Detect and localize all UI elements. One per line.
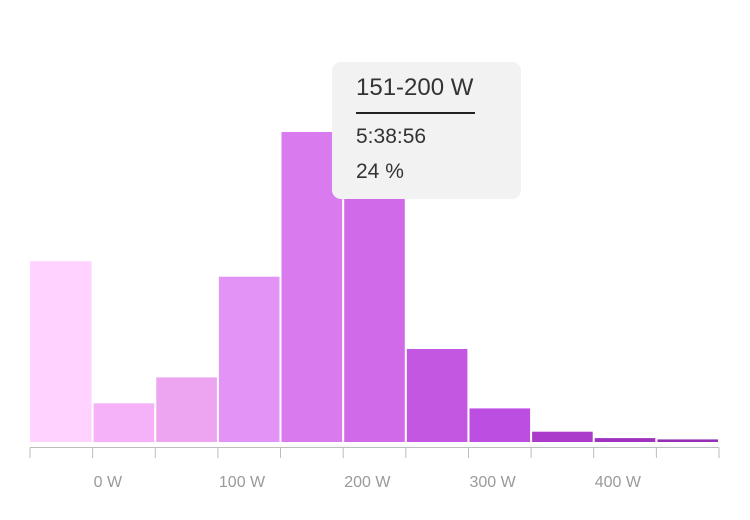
- histogram-bar-8[interactable]: [532, 431, 593, 442]
- tooltip: 151-200 W 5:38:56 24 %: [332, 62, 521, 199]
- histogram-bar-9[interactable]: [594, 438, 656, 442]
- x-tick-label: 400 W: [595, 474, 642, 491]
- x-tick-label: 300 W: [470, 474, 517, 491]
- histogram-bar-10[interactable]: [657, 439, 718, 442]
- histogram-bar-2[interactable]: [156, 377, 217, 442]
- tooltip-title: 151-200 W: [356, 74, 476, 114]
- tooltip-duration: 5:38:56: [356, 125, 427, 148]
- histogram-bar-5[interactable]: [344, 183, 405, 442]
- bars-group: [30, 132, 718, 443]
- histogram-bar-1[interactable]: [93, 403, 155, 443]
- histogram-bar-7[interactable]: [469, 408, 531, 442]
- histogram-bar-6[interactable]: [406, 349, 468, 442]
- tooltip-percent: 24 %: [356, 160, 404, 183]
- x-axis: 0 W 100 W 200 W 300 W 400 W: [29, 447, 720, 491]
- histogram-bar-3[interactable]: [218, 276, 280, 442]
- x-tick-label: 200 W: [344, 474, 391, 491]
- x-tick-label: 0 W: [94, 474, 123, 491]
- histogram-bar-0[interactable]: [30, 261, 92, 442]
- x-tick-label: 100 W: [219, 474, 266, 491]
